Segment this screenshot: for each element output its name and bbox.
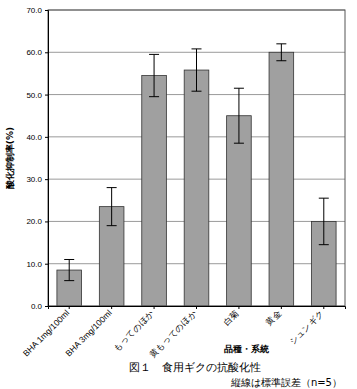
x-tick-mark	[281, 306, 282, 309]
y-tick-mark	[45, 179, 48, 180]
error-cap	[64, 280, 74, 281]
x-tick-label: 黄もってのほか	[147, 308, 199, 360]
error-bar	[319, 198, 329, 245]
y-tick: 30.0	[26, 175, 48, 184]
annotation: 縦線は標準誤差（n=5）	[230, 377, 342, 388]
bar	[227, 116, 252, 306]
y-tick: 0.0	[31, 302, 48, 311]
error-cap	[149, 96, 159, 97]
bar	[269, 52, 294, 306]
error-cap	[192, 91, 202, 92]
bar	[184, 70, 209, 306]
y-tick: 10.0	[26, 260, 48, 269]
error-cap	[276, 60, 286, 61]
x-axis-line	[49, 307, 346, 310]
y-axis: 0.0 10.0 20.0 30.0 40.0 50.0 60.0 70.0	[26, 6, 48, 311]
error-line	[111, 188, 112, 226]
y-tick: 60.0	[26, 48, 48, 57]
x-tick-mark	[111, 306, 112, 309]
y-tick-label: 50.0	[26, 91, 42, 100]
x-tick-mark	[154, 306, 155, 309]
y-tick: 40.0	[26, 133, 48, 142]
y-axis-line	[45, 11, 49, 307]
y-tick-mark	[45, 221, 48, 222]
x-tick-label: 黄金	[264, 308, 284, 328]
x-tick: 白菊	[221, 306, 241, 328]
y-tick-label: 30.0	[26, 175, 42, 184]
y-tick-label: 40.0	[26, 133, 42, 142]
x-axis: BHA 1mg/100mlBHA 3mg/100mlもってのほか黄もってのほか白…	[21, 306, 346, 359]
error-cap	[276, 43, 286, 44]
bar	[142, 76, 167, 306]
error-line	[196, 49, 197, 91]
error-cap	[107, 187, 117, 188]
grid	[48, 10, 345, 306]
x-tick: 黄もってのほか	[147, 306, 199, 359]
y-tick-mark	[45, 10, 48, 11]
y-tick-mark	[45, 306, 48, 307]
plot-frame	[48, 10, 345, 306]
plot-area	[57, 44, 336, 306]
error-cap	[234, 143, 244, 144]
error-cap	[64, 259, 74, 260]
y-tick-label: 60.0	[26, 48, 42, 57]
x-tick-mark	[238, 306, 239, 309]
y-tick-label: 20.0	[26, 217, 42, 226]
error-cap	[319, 244, 329, 245]
plot-background	[48, 10, 345, 306]
x-axis-title: 品種・系統	[224, 344, 269, 354]
error-cap	[319, 198, 329, 199]
title: 図１ 食用ギクの抗酸化性	[129, 361, 261, 374]
y-tick: 50.0	[26, 91, 48, 100]
y-axis-title: 酸化抑制率(%)	[5, 127, 15, 189]
x-tick: BHA 3mg/100ml	[63, 306, 114, 358]
y-tick-label: 70.0	[26, 6, 42, 15]
error-bar	[192, 49, 202, 91]
y-tick-mark	[45, 95, 48, 96]
error-line	[323, 198, 324, 245]
y-tick: 70.0	[26, 6, 48, 15]
chart: 0.0 10.0 20.0 30.0 40.0 50.0 60.0 70.0 BHA 1mg/1…	[0, 0, 357, 389]
y-tick-mark	[45, 264, 48, 265]
x-tick-label: もってのほか	[111, 308, 156, 353]
error-bar	[64, 259, 74, 280]
y-tick-mark	[45, 52, 48, 53]
x-tick-mark	[69, 306, 70, 309]
x-tick-label: シュンギク	[287, 308, 326, 347]
error-line	[238, 88, 239, 143]
error-bar	[107, 188, 117, 226]
error-line	[154, 54, 155, 96]
y-tick-mark	[45, 137, 48, 138]
error-cap	[234, 88, 244, 89]
error-cap	[192, 48, 202, 49]
error-bar	[276, 44, 286, 61]
y-tick: 20.0	[26, 217, 48, 226]
x-tick: シュンギク	[287, 306, 326, 347]
x-tick: 黄金	[264, 306, 284, 328]
y-tick-label: 10.0	[26, 260, 42, 269]
error-line	[281, 44, 282, 61]
x-tick-label: 白菊	[221, 308, 241, 328]
error-cap	[107, 225, 117, 226]
error-bar	[149, 54, 159, 96]
x-tick-mark	[323, 306, 324, 309]
x-tick-label: BHA 3mg/100ml	[63, 308, 114, 359]
error-line	[69, 259, 70, 280]
x-tick-mark	[196, 306, 197, 309]
error-bar	[234, 88, 244, 143]
x-tick: もってのほか	[111, 306, 156, 353]
y-tick-label: 0.0	[31, 302, 43, 311]
error-cap	[149, 54, 159, 55]
